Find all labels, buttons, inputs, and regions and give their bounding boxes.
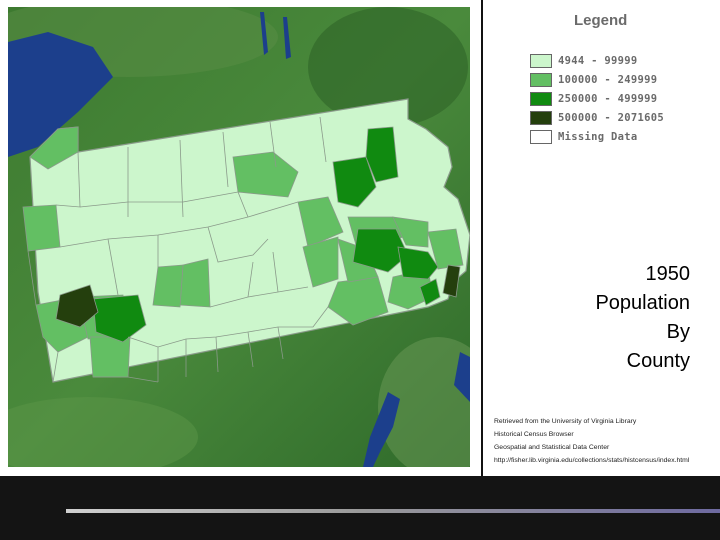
map-caption: 1950 Population By County — [530, 260, 690, 376]
delaware-bay — [454, 352, 470, 402]
source-credit: Retrieved from the University of Virgini… — [494, 415, 714, 467]
legend-label: 500000 - 2071605 — [558, 111, 664, 124]
legend: Legend 4944 - 99999 100000 - 249999 2500… — [530, 12, 710, 146]
legend-label: 250000 - 499999 — [558, 92, 658, 105]
caption-line: County — [626, 350, 690, 372]
county-boundaries — [27, 116, 329, 383]
legend-title: Legend — [574, 12, 628, 29]
legend-item: 4944 - 99999 — [530, 51, 710, 70]
legend-item: 100000 - 249999 — [530, 70, 710, 89]
legend-swatch — [530, 72, 552, 87]
source-line: Retrieved from the University of Virgini… — [494, 418, 637, 425]
counties-250k-500k — [92, 126, 441, 343]
legend-item: 250000 - 499999 — [530, 89, 710, 108]
chesapeake-bay — [363, 392, 400, 467]
legend-swatch — [530, 129, 552, 144]
caption-line: By — [666, 321, 690, 343]
caption-line: 1950 — [645, 263, 691, 285]
legend-swatch — [530, 53, 552, 68]
legend-swatch — [530, 91, 552, 106]
caption-line: Population — [595, 292, 690, 314]
panel-divider — [481, 0, 483, 476]
legend-label: 100000 - 249999 — [558, 73, 658, 86]
pennsylvania-county-map — [8, 7, 470, 467]
source-line: Historical Census Browser — [494, 431, 574, 438]
footer-rule — [66, 509, 720, 513]
source-line: Geospatial and Statistical Data Center — [494, 444, 610, 451]
legend-swatch — [530, 110, 552, 125]
legend-item: 500000 - 2071605 — [530, 108, 710, 127]
lake-erie — [8, 32, 113, 157]
legend-item: Missing Data — [530, 127, 710, 146]
counties-500k-plus — [55, 264, 461, 328]
source-url: http://fisher.lib.virginia.edu/collectio… — [494, 457, 690, 464]
footer-bar — [0, 476, 720, 540]
map-panel — [8, 7, 470, 467]
legend-label: Missing Data — [558, 130, 638, 143]
legend-label: 4944 - 99999 — [558, 54, 638, 67]
